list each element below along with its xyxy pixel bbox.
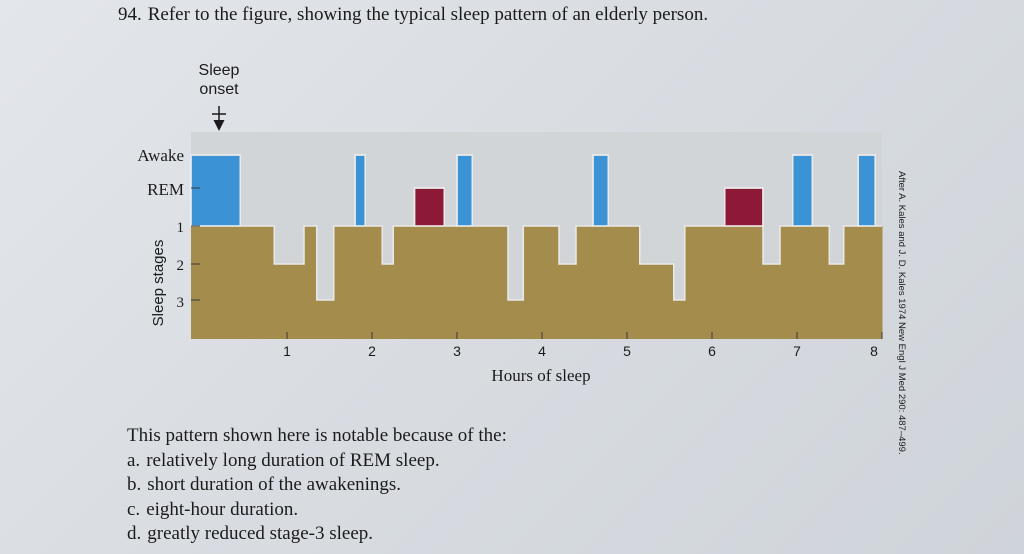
x-tick-label-6: 6 [708,343,716,359]
sleep-segment-stage-1 [365,226,383,339]
awake-episode [456,154,474,227]
sleep-segment-stage-1 [472,226,509,339]
sleep-segment-stage-1 [304,226,318,339]
answer-option-b[interactable]: b. short duration of the awakenings. [127,473,507,498]
y-tick-marks [191,187,200,301]
figure-credit: After A. Kales and J. D. Kales 1974 New … [896,171,907,455]
option-letter: d. [127,523,142,544]
sleep-segment-stage-2 [829,264,845,339]
option-text: short duration of the awakenings. [147,474,402,495]
y-tick-label-awake: Awake [137,146,184,165]
option-letter: c. [127,498,141,520]
question-stem: 94. Refer to the figure, showing the typi… [118,4,708,26]
option-letter: b. [127,474,142,495]
sleep-segment-stage-3 [673,300,686,339]
x-tick-label-8: 8 [870,343,878,359]
question-prompt-block: This pattern shown here is notable becau… [127,424,507,547]
sleep-segment-stage-1 [780,226,794,339]
x-tick-label-4: 4 [538,343,546,359]
option-text: eight-hour duration. [146,498,299,520]
sleep-segment-stage-1 [240,226,275,339]
question-number: 94. [118,4,142,25]
sleep-segment-stage-2 [382,264,394,339]
question-stem-text: Refer to the figure, showing the typical… [147,4,709,25]
sleep-segment-stage-1 [875,226,883,339]
y-tick-label-stage2: 2 [177,258,185,274]
option-text: greatly reduced stage-3 sleep. [147,523,374,544]
sleep-segment-stage-1 [333,226,356,339]
x-tick-label-2: 2 [368,343,376,359]
sleep-segment-stage-1 [393,226,415,339]
hypnogram-segments [190,154,883,339]
y-tick-label-stage1: 1 [177,220,185,236]
sleep-segment-stage-1 [444,226,458,339]
stage-outline [191,154,882,301]
awake-episode [592,154,610,227]
x-axis-label: Hours of sleep [491,366,590,385]
sleep-segment-stage-1 [843,226,859,339]
y-tick-label-stage3: 3 [177,295,185,311]
y-tick-label-rem: REM [147,180,184,199]
sleep-segment-stage-2 [656,264,675,339]
x-tick-label-1: 1 [283,343,291,359]
sleep-segment-stage-2 [274,264,284,339]
rem-episode [724,187,764,227]
question-prompt: This pattern shown here is notable becau… [127,425,507,446]
y-axis-label: Sleep stages [150,240,167,327]
sleep-segment-stage-3 [316,300,335,339]
sleep-segment-stage-1 [684,226,726,339]
sleep-onset-label-line1: Sleep [199,62,240,79]
awake-episode [857,154,876,227]
x-tick-marks [286,332,883,339]
awake-episode [190,154,241,227]
rem-episode [413,187,445,227]
answer-option-a[interactable]: a. relatively long duration of REM sleep. [127,449,507,474]
x-tick-label-3: 3 [453,343,461,359]
sleep-segment-stage-1 [608,226,641,339]
sleep-segment-stage-1 [576,226,594,339]
answer-option-d[interactable]: d. greatly reduced stage-3 sleep. [127,522,507,547]
sleep-segment-stage-2 [639,264,658,339]
sleep-segment-stage-2 [763,264,781,339]
sleep-segment-stage-2 [559,264,577,339]
option-letter: a. [127,449,141,471]
sleep-segment-stage-2 [282,264,305,339]
sleep-onset-arrow-icon [212,106,226,131]
sleep-segment-stage-1 [523,226,560,339]
awake-episode [792,154,814,227]
sleep-segment-stage-3 [508,300,524,339]
x-tick-label-7: 7 [793,343,801,359]
x-tick-label-5: 5 [623,343,631,359]
awake-episode [354,154,366,227]
sleep-segment-stage-1 [812,226,830,339]
sleep-onset-label-line2: onset [199,81,239,98]
answer-option-c[interactable]: c. eight-hour duration. [127,498,507,523]
option-text: relatively long duration of REM sleep. [146,449,440,471]
sleep-segment-stage-awake [355,155,366,339]
